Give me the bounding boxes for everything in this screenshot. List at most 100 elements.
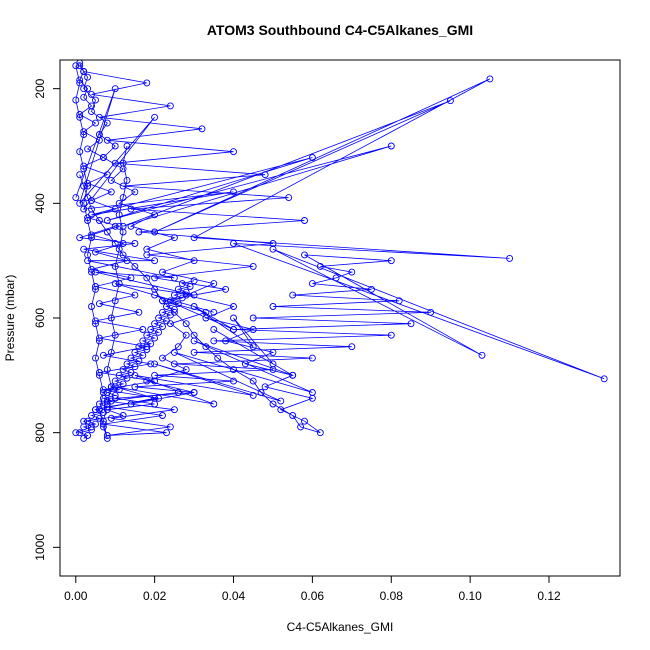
data-point xyxy=(103,400,111,408)
data-point xyxy=(308,154,316,161)
data-point xyxy=(95,113,103,121)
data-point xyxy=(151,334,159,342)
x-axis-label: C4-C5Alkanes_GMI xyxy=(287,620,394,634)
data-point xyxy=(277,397,285,405)
data-point xyxy=(230,188,237,196)
data-point xyxy=(131,371,139,379)
data-point xyxy=(111,331,119,339)
data-point xyxy=(159,308,166,316)
data-point xyxy=(210,308,218,316)
data-point xyxy=(261,171,269,179)
data-point xyxy=(111,297,119,305)
data-point xyxy=(332,274,340,282)
data-point xyxy=(269,360,277,368)
x-tick-label: 0.04 xyxy=(222,589,246,603)
x-axis: 0.00 0.02 0.04 0.06 0.08 0.10 0.12 xyxy=(64,575,561,603)
data-point xyxy=(348,268,356,276)
data-point xyxy=(387,257,395,265)
data-point xyxy=(99,417,107,425)
data-point xyxy=(88,412,95,419)
data-point xyxy=(111,142,119,150)
data-point xyxy=(190,291,198,299)
data-point xyxy=(111,383,119,391)
data-point xyxy=(84,145,92,153)
data-point xyxy=(103,432,111,439)
data-point xyxy=(387,142,395,150)
y-tick-label: 600 xyxy=(33,308,47,328)
data-point xyxy=(127,400,135,408)
data-point xyxy=(92,320,99,328)
y-tick-label: 800 xyxy=(33,422,47,442)
data-point xyxy=(131,240,139,247)
data-point xyxy=(76,199,84,207)
y-tick-label: 400 xyxy=(33,193,47,213)
data-point xyxy=(95,337,103,345)
data-point xyxy=(76,234,84,242)
data-point xyxy=(182,320,190,328)
data-point xyxy=(119,412,127,419)
data-point xyxy=(111,222,119,230)
data-point xyxy=(190,277,198,285)
data-point xyxy=(95,136,103,144)
y-tick-label: 200 xyxy=(33,78,47,98)
data-point xyxy=(486,75,494,83)
data-point xyxy=(111,240,119,247)
data-point xyxy=(143,377,151,385)
data-point xyxy=(230,314,237,322)
data-point xyxy=(506,254,514,262)
data-point xyxy=(166,320,174,328)
data-point xyxy=(155,314,163,322)
x-tick-label: 0.10 xyxy=(458,589,482,603)
data-point xyxy=(316,262,324,270)
data-point xyxy=(308,389,316,396)
data-point xyxy=(151,360,159,368)
data-point xyxy=(190,348,198,356)
data-point xyxy=(103,217,111,224)
data-point xyxy=(277,406,285,414)
series-line xyxy=(78,280,195,439)
data-point xyxy=(316,429,324,437)
data-point xyxy=(111,159,119,167)
data-point xyxy=(249,326,257,333)
data-point xyxy=(107,314,115,322)
data-point xyxy=(72,62,80,70)
data-point xyxy=(163,429,170,437)
chart-title: ATOM3 Southbound C4-C5Alkanes_GMI xyxy=(207,22,473,38)
data-point xyxy=(446,97,454,105)
x-tick-label: 0.06 xyxy=(301,589,325,603)
data-point xyxy=(99,351,107,359)
data-point xyxy=(210,400,218,408)
data-point xyxy=(80,199,88,207)
data-point xyxy=(88,102,95,110)
data-point xyxy=(80,423,88,431)
data-point xyxy=(131,262,139,270)
data-point xyxy=(92,285,99,293)
data-point xyxy=(395,297,403,305)
data-point xyxy=(88,426,95,434)
data-point xyxy=(95,300,103,308)
data-point xyxy=(163,303,170,310)
data-point xyxy=(123,142,131,150)
data-point xyxy=(88,303,95,310)
data-point xyxy=(123,360,131,368)
data-point xyxy=(107,348,115,356)
data-point xyxy=(143,274,151,282)
data-point xyxy=(80,93,88,101)
data-point xyxy=(301,417,308,425)
data-point xyxy=(103,171,111,179)
data-point xyxy=(107,188,115,196)
data-point xyxy=(174,285,182,293)
plot-frame xyxy=(59,59,621,577)
data-point xyxy=(222,285,230,293)
data-point xyxy=(478,351,486,359)
data-point xyxy=(76,171,84,179)
data-point xyxy=(151,291,159,299)
data-point xyxy=(230,303,237,310)
data-point xyxy=(249,262,257,270)
data-point xyxy=(92,119,99,127)
data-point xyxy=(72,194,80,202)
data-point xyxy=(76,113,84,121)
data-point xyxy=(107,176,115,184)
data-point xyxy=(80,165,88,173)
